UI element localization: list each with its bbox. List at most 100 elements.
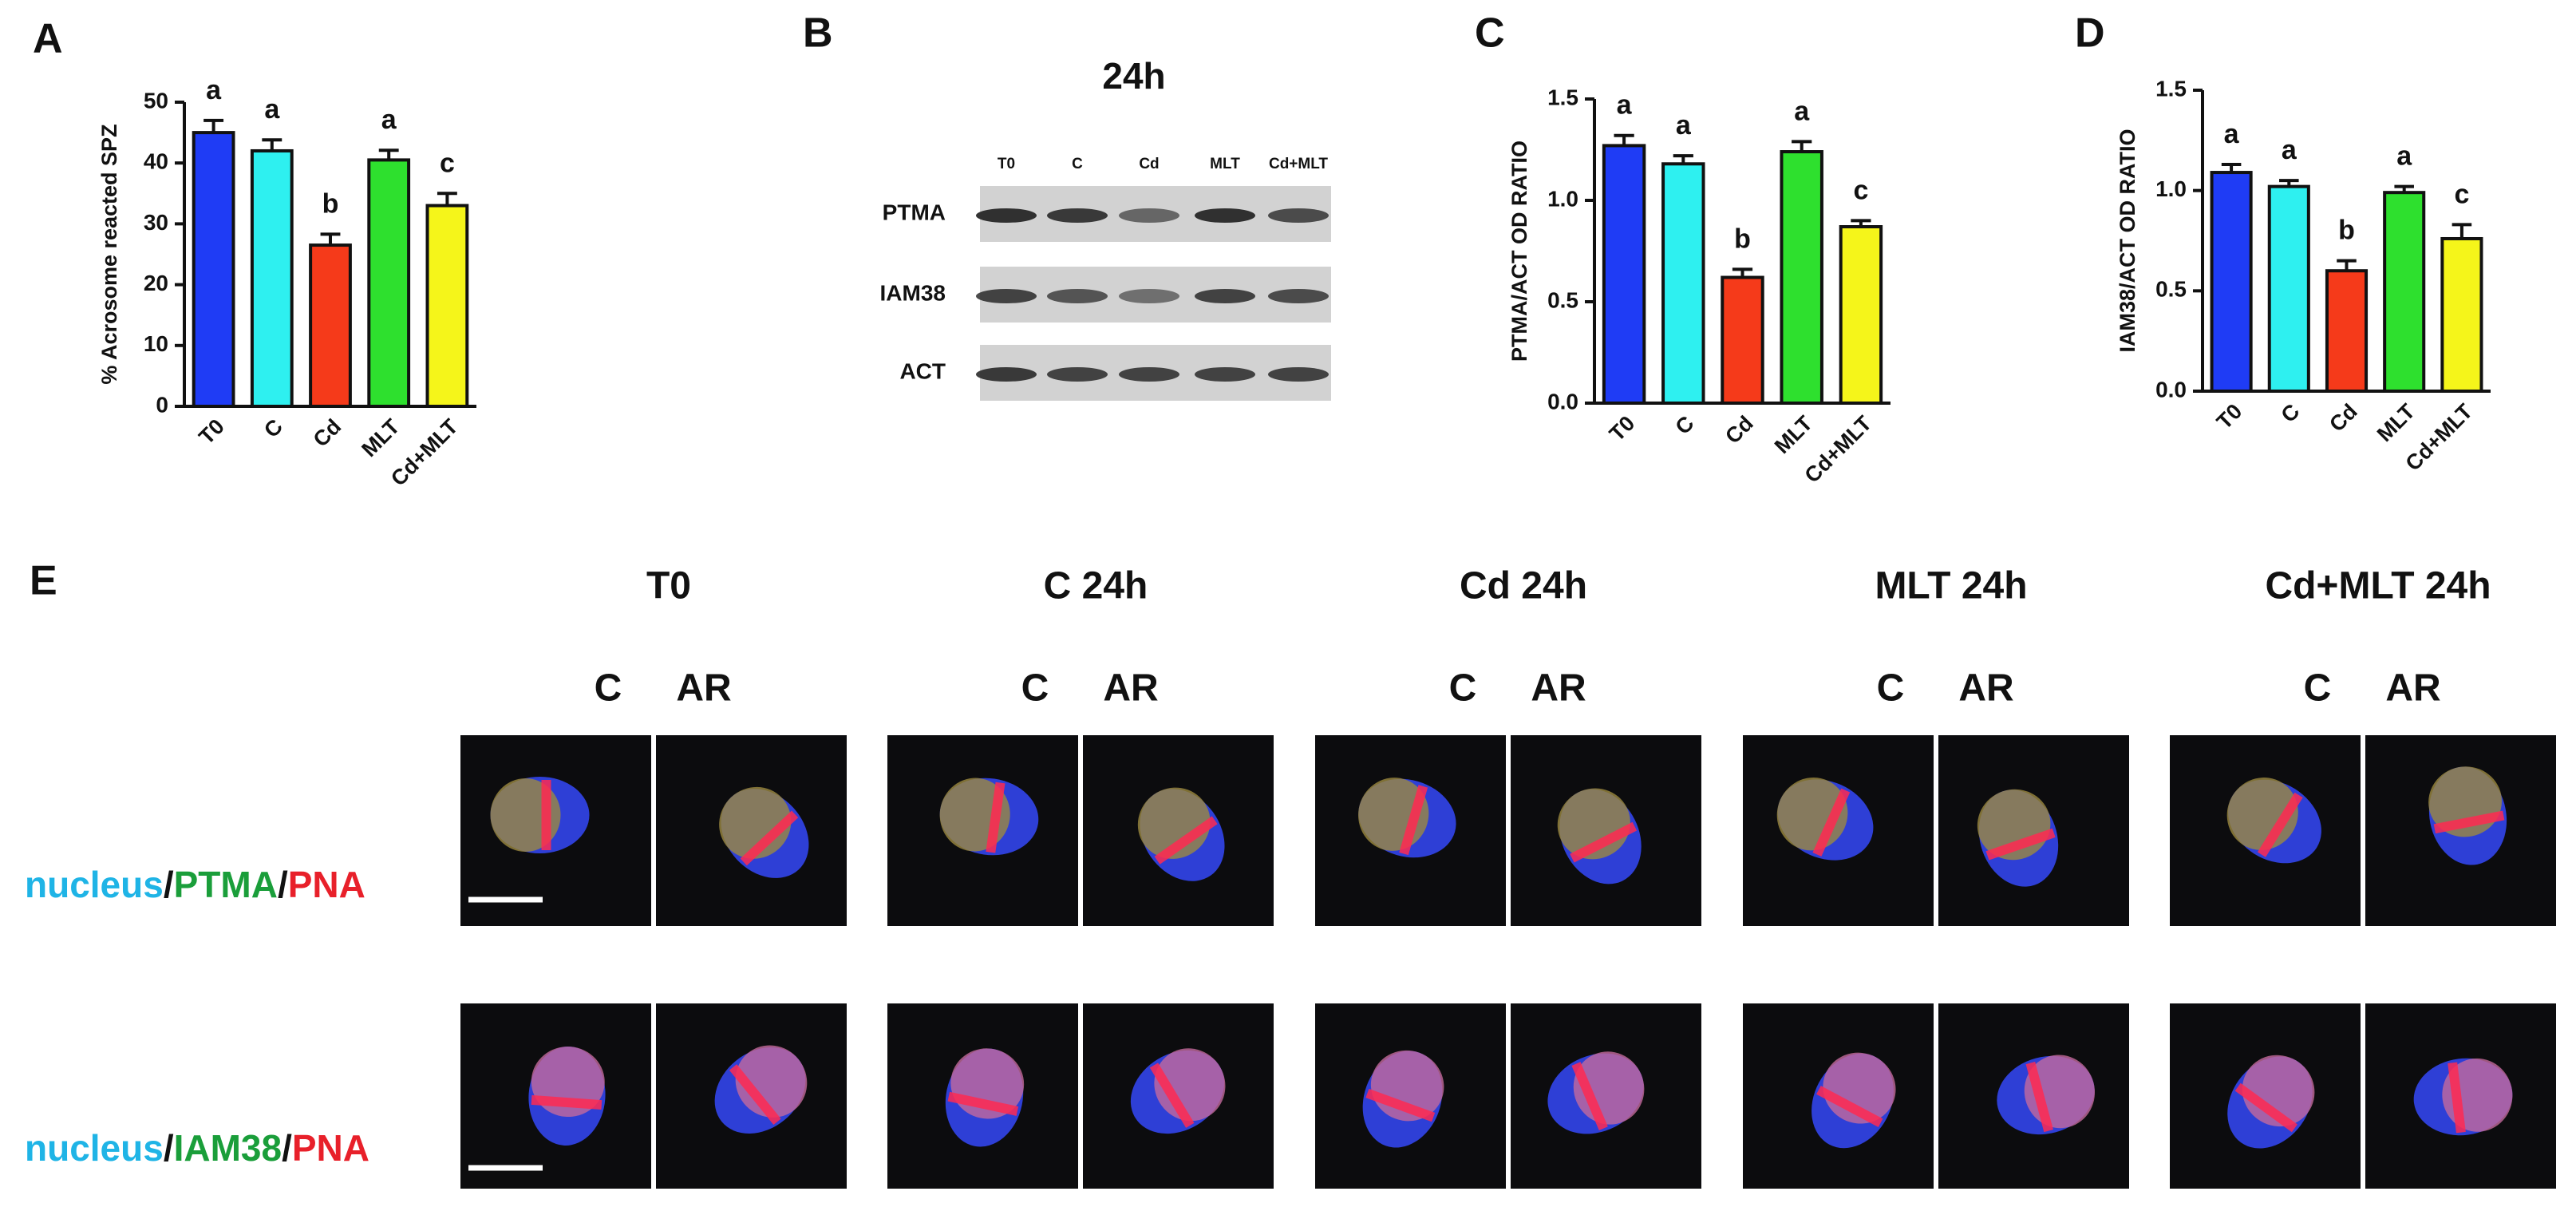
blot-band [1195, 289, 1255, 303]
significance-letter: a [1676, 110, 1692, 140]
group-title: Cd+MLT 24h [2265, 565, 2491, 607]
cell [2413, 1058, 2513, 1136]
bar [2440, 236, 2483, 393]
pna-band [1816, 1086, 1883, 1128]
pna-band [2025, 1062, 2053, 1133]
cell [719, 786, 809, 878]
panel-letter: D [2075, 10, 2105, 57]
blot-band [1119, 367, 1179, 382]
row-label-part: PNA [288, 864, 365, 905]
column-label: C [1021, 667, 1049, 710]
y-tick-label: 0.0 [1547, 389, 1578, 414]
column-label: C [595, 667, 622, 710]
bar [309, 243, 352, 408]
bar [1721, 275, 1764, 405]
x-tick-label: T0 [2212, 399, 2246, 433]
blot-band [1268, 367, 1329, 382]
cell [1547, 1051, 1645, 1134]
y-axis-label: % Acrosome reacted SPZ [97, 124, 121, 384]
blot-band [1119, 208, 1179, 223]
panel-letter: B [803, 10, 833, 57]
column-label: AR [1958, 667, 2013, 710]
significance-letter: c [2454, 179, 2469, 209]
significance-letter: a [1794, 96, 1810, 126]
y-tick-label: 30 [144, 210, 168, 235]
cell [1130, 1048, 1226, 1134]
cell [1362, 1050, 1444, 1148]
group-title: C 24h [1044, 565, 1148, 607]
bar [1602, 144, 1646, 405]
y-axis-label: IAM38/ACT OD RATIO [2116, 129, 2139, 352]
significance-letter: a [2224, 119, 2240, 149]
pna-band [986, 782, 1006, 853]
pna-band [947, 1091, 1019, 1116]
cell [1776, 778, 1874, 861]
y-tick-label: 0.0 [2155, 377, 2187, 402]
cell [939, 778, 1039, 856]
x-tick-label: Cd+MLT [1800, 411, 1877, 488]
bar [2267, 184, 2310, 393]
pna-band [729, 1064, 781, 1126]
x-tick-label: C [259, 414, 287, 442]
cell [714, 1045, 808, 1134]
pna-band [1399, 785, 1428, 856]
panel-letter: A [33, 16, 63, 62]
y-tick-label: 1.0 [1547, 186, 1578, 211]
cell [945, 1048, 1025, 1147]
bar [2210, 171, 2253, 393]
row-label-part: / [278, 864, 288, 905]
cell [1997, 1055, 2096, 1135]
bar [367, 158, 411, 408]
cell [1557, 788, 1642, 884]
cell [2227, 1055, 2315, 1149]
blot-band [1195, 208, 1255, 223]
significance-letter: b [1734, 224, 1751, 254]
cell [528, 1047, 606, 1146]
blot-band [976, 208, 1037, 223]
x-tick-label: Cd [2325, 399, 2362, 437]
y-axis-label: PTMA/ACT OD RATIO [1507, 140, 1531, 362]
row-label-part: nucleus [25, 864, 164, 905]
x-tick-label: MLT [1770, 411, 1817, 458]
column-label: C [1877, 667, 1905, 710]
x-tick-label: MLT [357, 414, 404, 461]
pna-band [2448, 1062, 2466, 1134]
panel-letter: E [30, 558, 57, 604]
group-title: Cd 24h [1460, 565, 1587, 607]
row-label-part: PNA [292, 1127, 369, 1169]
column-label: AR [1531, 667, 1586, 710]
row-label-part: / [164, 864, 174, 905]
column-label: AR [1103, 667, 1158, 710]
group-title: MLT 24h [1875, 565, 2027, 607]
x-tick-label: C [1671, 411, 1699, 439]
y-tick-label: 0.5 [2155, 277, 2187, 302]
pna-band [1812, 788, 1851, 857]
column-label: AR [676, 667, 731, 710]
blot-band [1119, 289, 1179, 303]
pna-band [740, 810, 799, 866]
significance-letter: b [322, 188, 339, 219]
y-tick-label: 40 [144, 149, 168, 174]
blot-band [1268, 208, 1329, 223]
y-tick-label: 1.0 [2155, 176, 2187, 201]
blot-band [1268, 289, 1329, 303]
x-tick-label: T0 [194, 414, 228, 449]
lane-label: Cd [1139, 156, 1159, 172]
blot-band [976, 289, 1037, 303]
x-tick-label: Cd [1721, 411, 1758, 449]
cell [1977, 789, 2059, 887]
lane-label: T0 [998, 156, 1015, 172]
significance-letter: a [2282, 135, 2297, 165]
pna-band [1985, 828, 2056, 861]
pna-band [2257, 792, 2303, 857]
significance-letter: a [206, 75, 222, 105]
y-tick-label: 1.5 [1547, 85, 1578, 109]
y-tick-label: 0 [156, 392, 168, 417]
column-label: C [2304, 667, 2332, 710]
bar [1839, 225, 1883, 405]
row-label: nucleus/IAM38/PNA [25, 1127, 369, 1169]
blot-band [1047, 289, 1108, 303]
cell [490, 777, 590, 853]
